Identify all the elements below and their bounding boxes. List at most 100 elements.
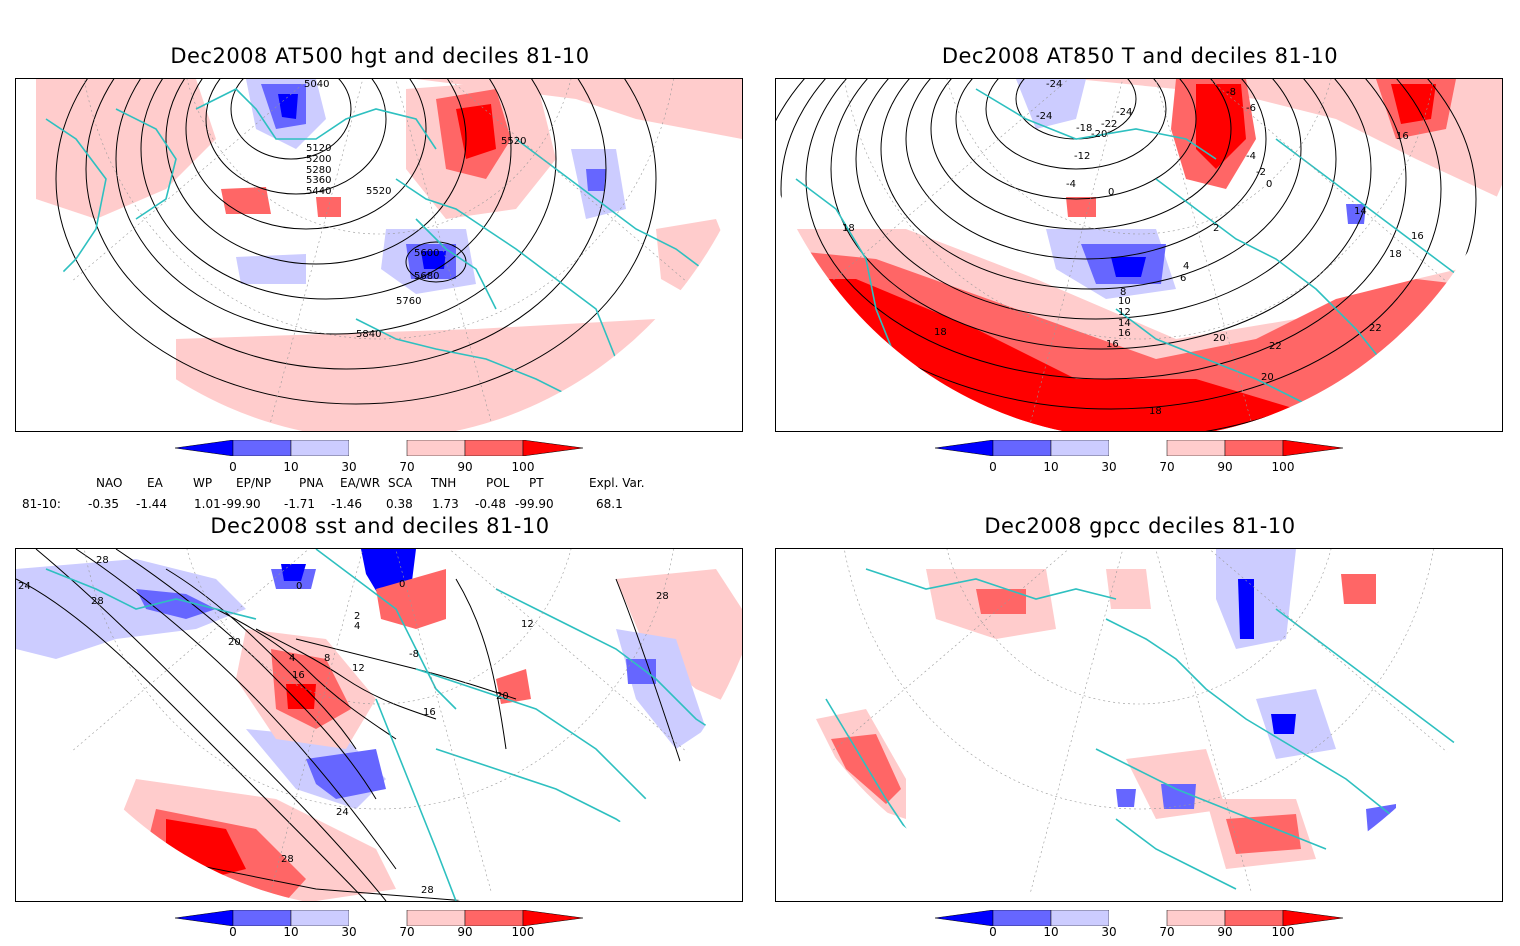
colorbar-at850: 0 10 30 70 90 100 <box>934 439 1355 476</box>
shade-mid-blue <box>1161 784 1196 809</box>
colorbar-label: 100 <box>511 925 535 939</box>
index-header: EA <box>147 476 163 490</box>
colorbar-label: 90 <box>457 925 473 939</box>
contour-label: 16 <box>1396 131 1409 142</box>
contour-label: 16 <box>1411 231 1424 242</box>
contour-label: -24 <box>1046 79 1062 90</box>
contour-label: 18 <box>1149 406 1162 417</box>
panel-title-sst: Dec2008 sst and deciles 81-10 <box>210 514 550 538</box>
contour-label: 5440 <box>306 186 331 197</box>
colorbar-label: 0 <box>989 925 997 939</box>
contour-label: 0 <box>1108 187 1114 198</box>
contour-label: 24 <box>18 581 31 592</box>
index-value: -1.46 <box>331 497 363 511</box>
shade-light-red <box>1106 569 1151 609</box>
index-header: PT <box>529 476 544 490</box>
shade-light-blue <box>1216 549 1296 649</box>
colorbar-label: 0 <box>229 460 237 474</box>
colorbar-label: 90 <box>1217 460 1233 474</box>
contour-label: 28 <box>421 885 434 896</box>
index-header: TNH <box>431 476 457 490</box>
contour-label: -4 <box>1246 151 1256 162</box>
colorbar-label: 0 <box>229 925 237 939</box>
shade-deep-blue <box>1111 257 1146 277</box>
index-value: -1.44 <box>136 497 168 511</box>
contour-label: 5520 <box>366 186 391 197</box>
index-value: -99.90 <box>515 497 554 511</box>
contour-label: 5680 <box>414 271 439 282</box>
index-header: EP/NP <box>236 476 272 490</box>
index-value: -1.71 <box>284 497 316 511</box>
contour-label: 5840 <box>356 329 381 340</box>
shade-mid-blue <box>1366 804 1396 834</box>
colorbar-label: 30 <box>341 460 357 474</box>
panel-title-at850: Dec2008 AT850 T and deciles 81-10 <box>941 44 1339 68</box>
shade-mid-red <box>376 569 446 629</box>
map-sst: 28 24 28 0 0 2 4 4 8 12 16 16 20 20 24 2… <box>15 548 743 902</box>
contour-label: 28 <box>656 591 669 602</box>
index-header: POL <box>486 476 510 490</box>
colorbar-label: 30 <box>1101 460 1117 474</box>
contour-label: -8 <box>1226 87 1236 98</box>
contour-label: 2 <box>354 611 360 622</box>
colorbar-label: 70 <box>1159 925 1175 939</box>
colorbar-label: 100 <box>511 460 535 474</box>
contour-label: 18 <box>934 327 947 338</box>
contour-label: 5280 <box>306 165 331 176</box>
shade-mid-red <box>831 734 901 804</box>
index-header: NAO <box>96 476 123 490</box>
shade-light-red <box>36 79 216 219</box>
panel-title-gpcc: Dec2008 gpcc deciles 81-10 <box>984 514 1296 538</box>
contour-label: 5200 <box>306 154 331 165</box>
index-header: EA/WR <box>340 476 381 490</box>
colorbar-label: 0 <box>989 460 997 474</box>
colorbar-label: 70 <box>399 460 415 474</box>
contour-label: 14 <box>1118 318 1131 329</box>
contour-label: -22 <box>1101 119 1117 130</box>
shade-mid-red <box>1226 814 1301 854</box>
colorbar-label: 100 <box>1271 925 1295 939</box>
colorbar-label: 90 <box>1217 925 1233 939</box>
contour-label: 10 <box>1118 296 1131 307</box>
map-at850: -24 -24 -24 -22 -20 -18 -12 -8 -6 -4 -4 … <box>775 78 1503 432</box>
colorbar-label: 10 <box>283 925 299 939</box>
contour-label: 28 <box>281 854 294 865</box>
shade-mid-blue <box>136 589 216 619</box>
contour-label: 0 <box>1266 179 1272 190</box>
contour-label: 18 <box>1389 249 1402 260</box>
shade-deep-blue <box>1238 579 1254 639</box>
contour-label: 8 <box>324 653 330 664</box>
index-header: WP <box>193 476 213 490</box>
shade-light-blue <box>1256 689 1336 759</box>
contour-label: 5360 <box>306 175 331 186</box>
contour-label: 0 <box>399 579 405 590</box>
colorbar-label: 70 <box>1159 460 1175 474</box>
contour-label: 2 <box>1213 223 1219 234</box>
shade-light-red <box>616 569 742 709</box>
shade-mid-red <box>1066 197 1096 217</box>
index-row-label: 81-10: <box>22 497 61 511</box>
contour-label: 12 <box>1118 307 1131 318</box>
contour-label: 28 <box>91 596 104 607</box>
shade-deep-blue <box>278 94 298 119</box>
contour-label: -20 <box>1091 129 1107 140</box>
contour-label: -4 <box>1066 179 1076 190</box>
colorbar-label: 10 <box>1043 460 1059 474</box>
contour-label: 20 <box>228 637 241 648</box>
contour-label: 16 <box>292 670 305 681</box>
contour-label: 4 <box>354 621 360 632</box>
contour-label: 16 <box>423 707 436 718</box>
contour-label: 8 <box>1120 287 1126 298</box>
shade-mid-blue <box>306 749 386 799</box>
shade-mid-blue <box>586 169 606 191</box>
contour-label: -24 <box>1116 107 1132 118</box>
shade-deep-red <box>1391 84 1436 124</box>
index-value: 68.1 <box>596 497 623 511</box>
shade-deep-blue <box>281 564 306 581</box>
colorbar-gpcc: 0 10 30 70 90 100 <box>934 909 1355 946</box>
contour-label: 20 <box>496 691 509 702</box>
colorbar-label: 10 <box>283 460 299 474</box>
shade-mid-red <box>316 197 341 217</box>
contour-label: 20 <box>1213 333 1226 344</box>
shade-deep-blue <box>421 251 446 269</box>
